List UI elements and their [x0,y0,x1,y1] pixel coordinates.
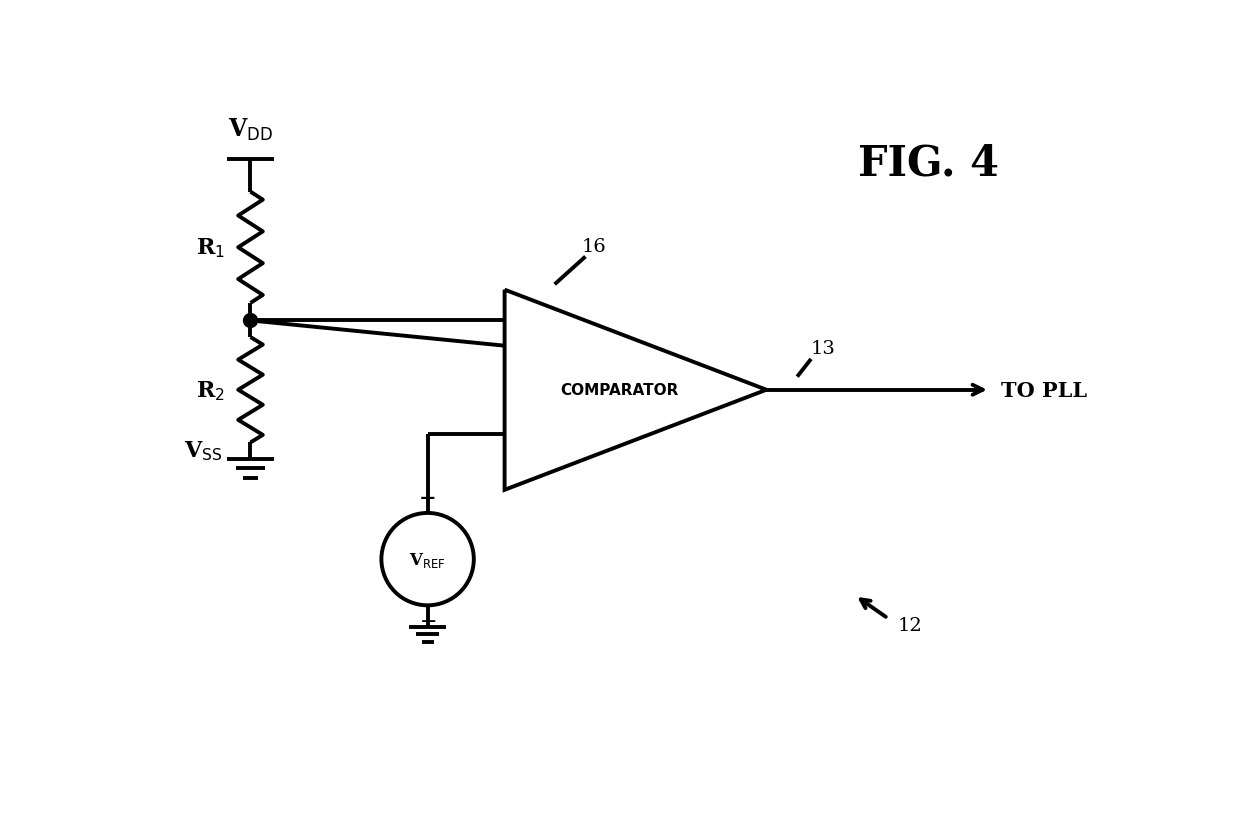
Text: V$_\mathrm{SS}$: V$_\mathrm{SS}$ [184,438,222,462]
Text: 12: 12 [898,616,923,634]
Text: COMPARATOR: COMPARATOR [560,383,680,398]
Text: 13: 13 [811,340,836,358]
Text: +: + [419,487,436,507]
Text: R$_1$: R$_1$ [196,237,224,260]
Text: R$_2$: R$_2$ [196,379,224,402]
Text: FIG. 4: FIG. 4 [858,142,998,185]
Text: TO PLL: TO PLL [1001,380,1087,400]
Text: 16: 16 [582,237,606,256]
Text: $-$: $-$ [419,609,436,630]
Text: V$_\mathrm{REF}$: V$_\mathrm{REF}$ [409,550,446,569]
Text: V$_\mathrm{DD}$: V$_\mathrm{DD}$ [228,116,273,143]
